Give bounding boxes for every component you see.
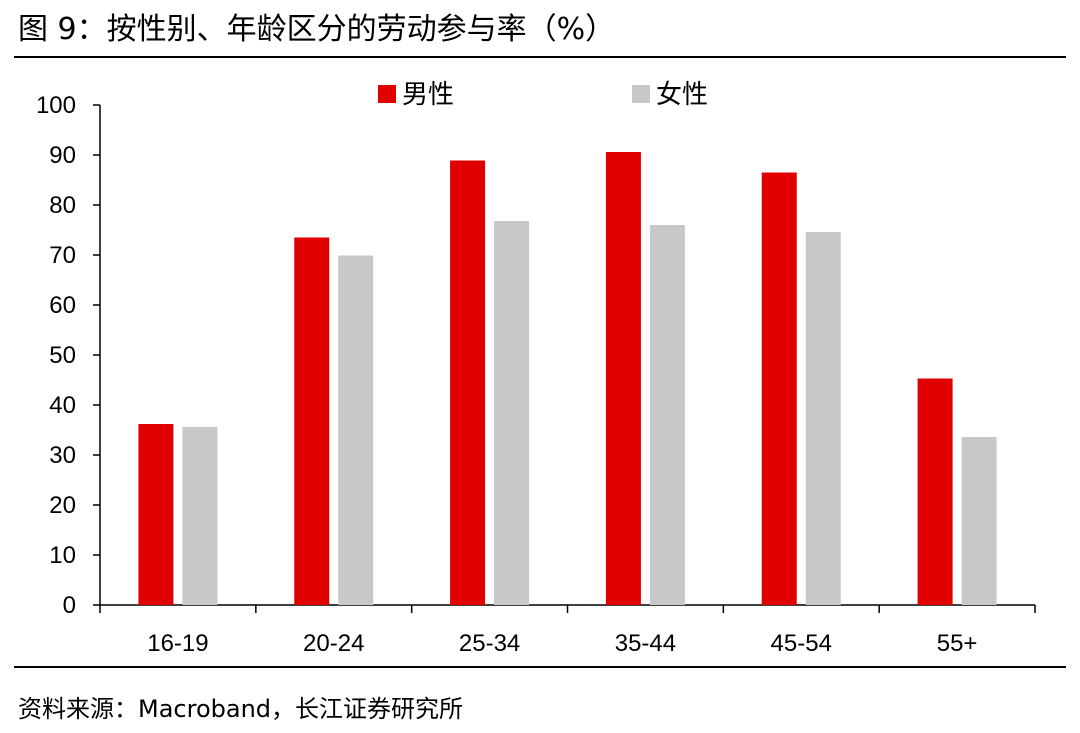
x-tick-label: 25-34 bbox=[459, 630, 520, 657]
y-axis: 0 10 20 30 40 50 60 70 80 90 100 bbox=[36, 92, 101, 619]
bar bbox=[338, 255, 374, 605]
bar-chart: 男性 女性 0 10 20 30 40 50 60 70 80 90 100 16-19 20-24 25… bbox=[36, 79, 1036, 657]
figure-title: 图 9：按性别、年龄区分的劳动参与率（%） bbox=[18, 12, 616, 47]
legend-label: 女性 bbox=[656, 79, 708, 109]
bar bbox=[805, 232, 841, 605]
top-rule bbox=[14, 56, 1066, 58]
bar bbox=[450, 160, 486, 605]
x-tick-label: 20-24 bbox=[303, 630, 364, 657]
legend-label: 男性 bbox=[402, 79, 454, 109]
y-tick-label: 50 bbox=[49, 342, 76, 369]
y-tick-label: 60 bbox=[49, 292, 76, 319]
x-axis: 16-19 20-24 25-34 35-44 45-54 55+ bbox=[99, 604, 1036, 657]
x-tick-label: 45-54 bbox=[771, 630, 832, 657]
bar bbox=[917, 378, 953, 605]
y-tick-label: 100 bbox=[36, 92, 76, 119]
legend-swatch bbox=[378, 85, 396, 103]
y-tick-label: 10 bbox=[49, 542, 76, 569]
x-tick-label: 35-44 bbox=[615, 630, 676, 657]
y-tick-label: 20 bbox=[49, 492, 76, 519]
bar bbox=[649, 225, 685, 605]
bar bbox=[605, 152, 641, 605]
chart-legend: 男性 女性 bbox=[378, 79, 708, 109]
source-note: 资料来源：Macroband，长江证券研究所 bbox=[18, 695, 464, 723]
y-tick-label: 40 bbox=[49, 392, 76, 419]
bar bbox=[494, 221, 530, 605]
bars bbox=[138, 152, 997, 605]
bottom-rule bbox=[14, 666, 1066, 668]
bar bbox=[294, 237, 330, 605]
bar bbox=[138, 424, 174, 605]
y-tick-label: 30 bbox=[49, 442, 76, 469]
legend-swatch bbox=[632, 85, 650, 103]
y-tick-label: 70 bbox=[49, 242, 76, 269]
x-tick-label: 55+ bbox=[937, 630, 978, 657]
bar bbox=[961, 437, 997, 605]
bar bbox=[182, 427, 218, 605]
bar bbox=[761, 172, 797, 605]
y-tick-label: 90 bbox=[49, 142, 76, 169]
y-tick-label: 80 bbox=[49, 192, 76, 219]
x-tick-label: 16-19 bbox=[147, 630, 208, 657]
y-tick-label: 0 bbox=[63, 592, 76, 619]
